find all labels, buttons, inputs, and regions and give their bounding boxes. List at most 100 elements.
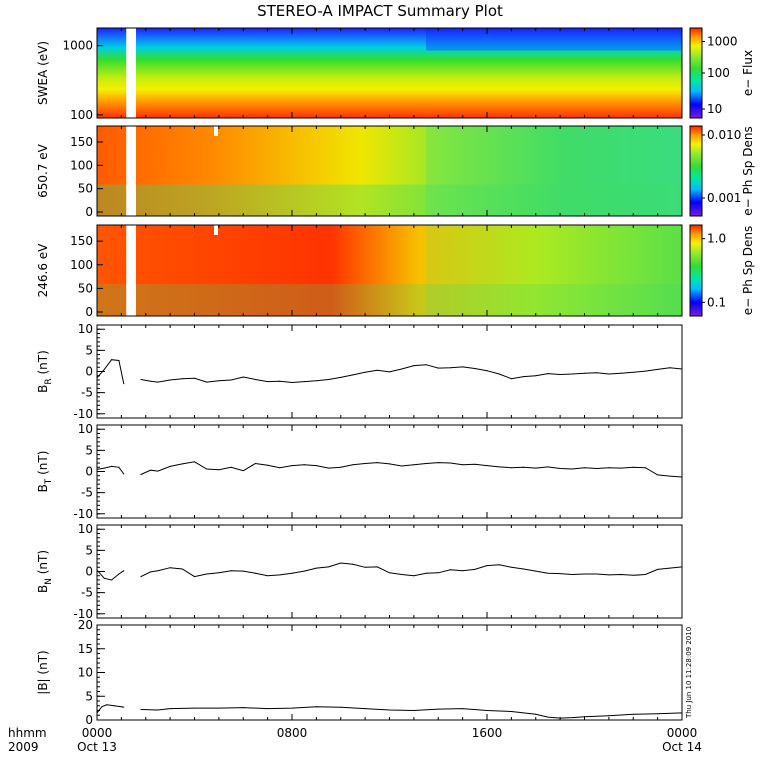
trace-point-6-15 <box>315 706 317 708</box>
trace-point-3-8 <box>157 381 159 383</box>
trace-point-6-3 <box>113 705 115 707</box>
trace-point-3-49 <box>657 368 659 370</box>
trace-point-6-28 <box>584 716 585 718</box>
x-tick-label-0000-end: 0000 <box>667 726 698 740</box>
colorbar-label-0: e− Flux <box>741 50 755 96</box>
trace-point-3-45 <box>608 373 610 375</box>
x-date-label-oct14: Oct 14 <box>662 740 702 754</box>
trace-point-5-45 <box>608 574 610 576</box>
trace-point-3-9 <box>169 379 171 381</box>
heatmap-darkband-0 <box>426 28 682 51</box>
trace-point-6-16 <box>340 706 342 708</box>
trace-point-4-34 <box>474 463 476 465</box>
trace-point-5-47 <box>632 574 634 576</box>
trace-point-3-10 <box>181 378 183 380</box>
trace-point-6-23 <box>510 710 512 712</box>
trace-point-3-51 <box>681 368 683 370</box>
trace-point-4-43 <box>584 467 585 469</box>
trace-point-5-2 <box>111 579 113 581</box>
trace-point-3-21 <box>315 380 317 382</box>
trace-point-3-11 <box>194 377 195 379</box>
trace-point-3-31 <box>437 367 439 369</box>
trace-point-3-0 <box>96 377 98 379</box>
y-tick-label-5-1: 5 <box>85 543 93 557</box>
y-axis-label-3: BR (nT) <box>36 350 54 393</box>
y-tick-label-4-2: 0 <box>85 465 93 479</box>
trace-point-5-11 <box>194 576 195 578</box>
trace-point-3-13 <box>218 380 220 382</box>
trace-point-5-3 <box>118 573 120 575</box>
y-tick-label-2-2: 100 <box>70 258 93 272</box>
trace-point-3-39 <box>535 375 537 377</box>
y-tick-label-5-0: 10 <box>78 522 93 536</box>
y-tick-label-2-3: 150 <box>70 234 93 248</box>
trace-point-4-4 <box>123 473 125 475</box>
trace-point-6-5 <box>123 706 125 708</box>
trace-point-5-0 <box>96 569 98 571</box>
trace-point-4-0 <box>96 468 98 470</box>
trace-point-5-49 <box>657 568 659 570</box>
trace-point-5-1 <box>103 577 105 579</box>
trace-point-5-51 <box>681 566 683 568</box>
trace-point-3-17 <box>267 381 269 383</box>
trace-point-3-37 <box>510 378 512 380</box>
panel-frame-5 <box>96 524 683 619</box>
colorbar-label-2: e− Ph Sp Dens <box>741 226 755 315</box>
colorbar-1 <box>689 125 703 217</box>
trace-point-4-51 <box>681 476 683 478</box>
heatmap-lateband-2 <box>426 225 682 316</box>
trace-point-6-0 <box>96 712 98 714</box>
colorbar-label-1: e− Ph Sp Dens <box>741 126 755 215</box>
trace-point-3-22 <box>328 379 330 381</box>
trace-point-3-50 <box>669 367 671 369</box>
trace-point-3-2 <box>111 359 113 361</box>
y-tick-label-3-0: 10 <box>78 322 93 336</box>
trace-point-5-16 <box>254 572 256 574</box>
trace-point-6-13 <box>267 708 269 710</box>
trace-point-3-26 <box>376 369 378 371</box>
x-tick-label-1600: 1600 <box>472 726 503 740</box>
trace-point-6-17 <box>364 708 366 710</box>
colorbar-tick-label-2-0: 0.1 <box>707 295 726 309</box>
trace-point-6-31 <box>657 713 659 715</box>
trace-point-4-30 <box>425 462 427 464</box>
colorbar-tick-label-1-0: 0.001 <box>707 191 741 205</box>
trace-point-5-29 <box>413 575 415 577</box>
trace-point-6-26 <box>559 717 561 719</box>
small-gap-1 <box>214 126 218 136</box>
trace-point-6-30 <box>632 713 634 715</box>
trace-point-4-21 <box>315 465 317 467</box>
trace-point-4-17 <box>267 464 269 466</box>
heatmap-image-2 <box>97 225 682 316</box>
heatmap-image-1 <box>97 126 682 216</box>
trace-point-3-35 <box>486 370 488 372</box>
y-tick-label-3-4: -10 <box>73 407 93 421</box>
trace-point-5-28 <box>401 573 403 575</box>
trace-point-5-4 <box>123 570 125 572</box>
trace-point-4-23 <box>340 466 342 468</box>
trace-point-4-33 <box>462 464 464 466</box>
trace-point-6-4 <box>120 706 122 708</box>
trace-point-3-34 <box>474 368 476 370</box>
trace-point-3-46 <box>620 372 622 374</box>
y-tick-label-5-4: -10 <box>73 607 93 621</box>
trace-point-3-38 <box>523 376 525 378</box>
trace-point-4-18 <box>279 467 281 469</box>
trace-point-4-39 <box>535 467 537 469</box>
y-tick-label-2-0: 0 <box>85 305 93 319</box>
trace-point-3-19 <box>291 381 293 383</box>
trace-point-4-3 <box>118 466 120 468</box>
trace-point-3-16 <box>254 379 256 381</box>
trace-point-6-19 <box>413 710 415 711</box>
y-tick-label-3-3: -5 <box>81 386 93 400</box>
trace-point-4-36 <box>498 466 500 468</box>
trace-point-4-12 <box>206 468 208 470</box>
trace-point-3-43 <box>584 372 585 374</box>
y-tick-label-3-2: 0 <box>85 365 93 379</box>
trace-point-5-22 <box>328 566 330 568</box>
trace-point-4-6 <box>140 473 142 475</box>
trace-point-4-10 <box>181 463 183 465</box>
trace-point-3-44 <box>596 372 598 374</box>
trace-point-3-18 <box>279 380 281 382</box>
trace-point-4-48 <box>644 467 646 469</box>
